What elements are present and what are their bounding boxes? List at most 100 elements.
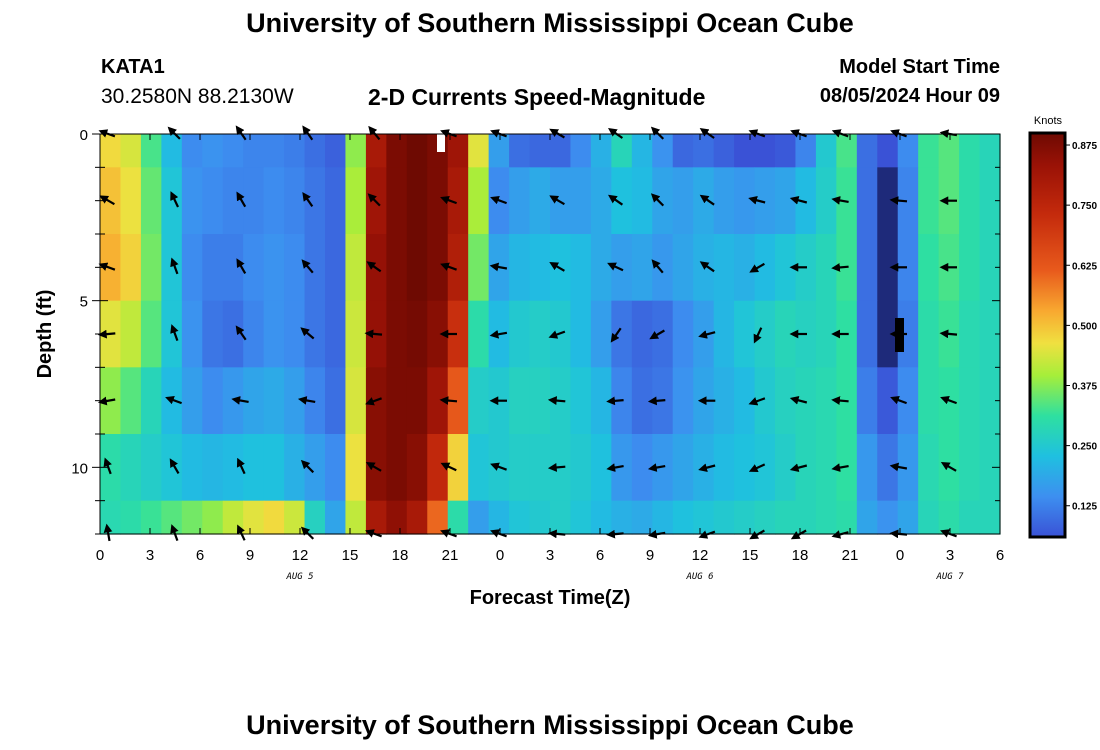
direction-arrow: [439, 396, 458, 405]
x-tick-label: 0: [96, 547, 104, 564]
model-start-label: Model Start Time: [839, 56, 1000, 78]
heatmap-cell: [754, 234, 776, 302]
heatmap-cell: [815, 234, 837, 302]
direction-arrow: [831, 396, 849, 405]
direction-arrow: [789, 395, 808, 405]
direction-arrow: [606, 463, 624, 472]
direction-arrow: [489, 329, 508, 339]
x-tick-label: 6: [996, 547, 1004, 564]
heatmap-cell: [672, 367, 694, 435]
heatmap-cell: [325, 500, 347, 535]
heatmap-cell: [263, 300, 285, 368]
direction-arrow: [165, 395, 182, 405]
heatmap-cell: [304, 434, 326, 502]
colorbar-tick-label: 0.875: [1072, 141, 1097, 152]
y-tick-label: 0: [80, 127, 88, 144]
heatmap-cell: [284, 234, 306, 302]
direction-arrow: [547, 396, 566, 405]
heatmap-cell: [959, 300, 981, 368]
date-label: AUG 7: [935, 572, 964, 582]
x-tick-label: 9: [646, 547, 654, 564]
heatmap-cell: [856, 167, 878, 235]
direction-arrow: [170, 191, 179, 208]
heatmap-cell: [979, 500, 1001, 535]
heatmap-cell: [529, 134, 551, 168]
direction-arrow: [889, 196, 908, 205]
direction-arrow: [99, 195, 115, 206]
heatmap-cell: [754, 167, 776, 235]
heatmap-cell: [427, 500, 449, 535]
heatmap-cell: [447, 434, 469, 502]
heatmap-cell: [161, 300, 183, 368]
direction-arrow: [103, 457, 112, 475]
heatmap-cell: [468, 367, 490, 435]
heatmap-cell: [386, 167, 408, 235]
heatmap-cell: [631, 234, 653, 302]
direction-arrow: [890, 395, 907, 405]
heatmap-cell: [386, 134, 408, 168]
heatmap-cell: [795, 167, 817, 235]
heatmap-cell: [836, 134, 858, 168]
heatmap-cell: [611, 234, 633, 302]
heatmap-cell: [468, 434, 490, 502]
x-tick-label: 6: [596, 547, 604, 564]
heatmap-cell: [529, 167, 551, 235]
heatmap-cell: [918, 167, 940, 235]
station-coordinates: 30.2580N 88.2130W: [101, 85, 294, 108]
colorbar-unit: Knots: [1034, 115, 1063, 127]
heatmap-cell: [590, 434, 612, 502]
heatmap-cell: [284, 434, 306, 502]
direction-arrow: [940, 395, 957, 405]
x-tick-label: 3: [546, 547, 554, 564]
direction-arrow: [98, 262, 116, 271]
heatmap-cell: [672, 300, 694, 368]
heatmap-cell: [877, 367, 899, 435]
colorbar-tick-label: 0.625: [1072, 261, 1097, 272]
heatmap-cell: [181, 300, 203, 368]
direction-arrow: [489, 262, 508, 272]
direction-arrow: [236, 191, 247, 208]
heatmap-cell: [181, 234, 203, 302]
heatmap-cell: [897, 434, 919, 502]
heatmap-cell: [959, 500, 981, 535]
heatmap-cell: [918, 500, 940, 535]
heatmap-cell: [468, 300, 490, 368]
x-tick-label: 12: [292, 547, 309, 564]
heatmap-cell: [815, 367, 837, 435]
heatmap-cell: [447, 367, 469, 435]
heatmap-cell: [611, 134, 633, 168]
heatmap-cell: [897, 234, 919, 302]
heatmap-cell: [652, 234, 674, 302]
chart-subtitle: 2-D Currents Speed-Magnitude: [368, 84, 706, 110]
heatmap-cell: [120, 234, 142, 302]
direction-arrow: [789, 195, 808, 205]
direction-arrow: [699, 194, 715, 206]
heatmap-cell: [345, 167, 367, 235]
heatmap-cell: [856, 300, 878, 368]
heatmap-cell: [427, 300, 449, 368]
main-title: University of Southern Mississippi Ocean…: [246, 8, 854, 38]
direction-arrow: [236, 457, 246, 475]
heatmap-cell: [365, 134, 387, 168]
heatmap-cell: [754, 134, 776, 168]
heatmap-cell: [529, 500, 551, 535]
direction-arrow: [302, 192, 314, 208]
heatmap-cell: [406, 234, 428, 302]
heatmap-cell: [836, 500, 858, 535]
direction-arrow: [831, 196, 849, 205]
heatmap-cell: [100, 434, 122, 502]
heatmap-cell: [959, 434, 981, 502]
heatmap-cell: [795, 434, 817, 502]
heatmap-cell: [345, 300, 367, 368]
date-label: AUG 5: [285, 572, 313, 582]
heatmap-cell: [897, 134, 919, 168]
heatmap-cell: [140, 167, 162, 235]
heatmap-cell: [120, 500, 142, 535]
heatmap-cell: [734, 434, 756, 502]
heatmap-cell: [652, 434, 674, 502]
heatmap-cell: [325, 434, 347, 502]
x-tick-label: 15: [342, 547, 359, 564]
heatmap-cell: [877, 300, 899, 368]
heatmap-cell: [611, 434, 633, 502]
heatmap-cell: [284, 367, 306, 435]
